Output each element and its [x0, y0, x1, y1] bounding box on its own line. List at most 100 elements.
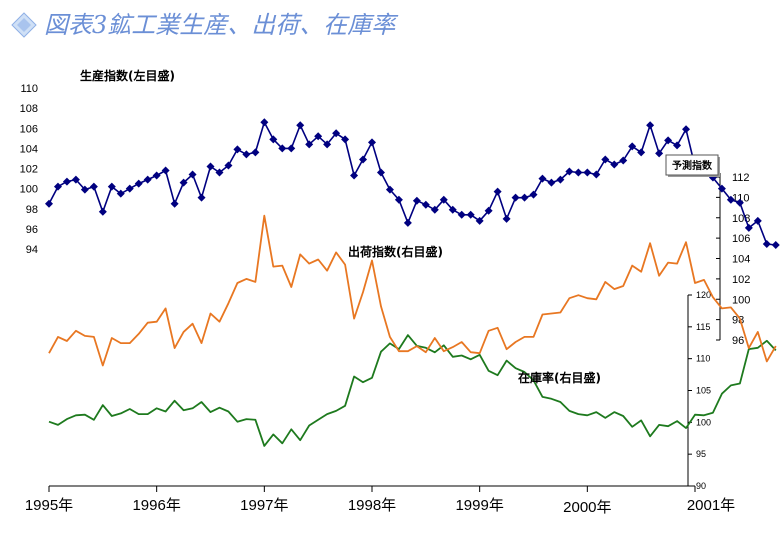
- production-point: [682, 125, 691, 134]
- inventory-tick-label: 90: [696, 481, 706, 491]
- production-point: [448, 205, 457, 214]
- production-point: [125, 184, 134, 193]
- production-point: [547, 178, 556, 187]
- production-point: [143, 175, 152, 184]
- production-point: [224, 161, 233, 170]
- production-point: [152, 171, 161, 180]
- inventory-axis: 90 95 100 105 110 115 120: [687, 290, 711, 491]
- diamond-bullet-icon: [11, 12, 37, 38]
- production-point: [188, 170, 197, 179]
- production-point: [305, 140, 314, 149]
- production-point: [421, 200, 430, 209]
- production-point: [457, 210, 466, 219]
- inventory-tick-label: 120: [696, 290, 711, 300]
- production-point: [296, 121, 305, 130]
- production-point: [520, 193, 529, 202]
- production-point: [511, 193, 520, 202]
- production-tick-label: 108: [20, 103, 38, 115]
- production-point: [556, 175, 565, 184]
- inventory-tick-label: 105: [696, 386, 711, 396]
- x-tick-label: 2001年: [687, 497, 735, 514]
- production-point: [403, 218, 412, 227]
- production-point: [287, 144, 296, 153]
- production-point: [430, 205, 439, 214]
- production-markers: [45, 118, 780, 249]
- production-point: [412, 196, 421, 205]
- production-point: [314, 132, 323, 141]
- production-tick-label: 100: [20, 184, 38, 196]
- production-point: [376, 168, 385, 177]
- production-tick-label: 94: [26, 244, 38, 256]
- shipments-series-label: 出荷指数(右目盛): [348, 244, 443, 259]
- production-point: [735, 198, 744, 207]
- production-point: [610, 160, 619, 169]
- production-point: [251, 148, 260, 157]
- x-tick-label: 1996年: [132, 497, 180, 514]
- inventory-tick-label: 95: [696, 449, 706, 459]
- production-point: [269, 135, 278, 144]
- production-tick-label: 106: [20, 123, 38, 135]
- shipments-tick-label: 100: [732, 294, 750, 306]
- production-point: [753, 216, 762, 225]
- production-tick-label: 96: [26, 224, 38, 236]
- production-series-line: [48, 121, 776, 246]
- shipments-tick-label: 104: [732, 254, 750, 266]
- inventory-tick-label: 110: [696, 354, 710, 364]
- production-point: [278, 144, 287, 153]
- production-point: [439, 195, 448, 204]
- x-tick-label: 2000年: [563, 499, 611, 516]
- production-axis: 94 96 98 100 102 104 106 108 110: [20, 83, 38, 256]
- inventory-series-line: [48, 334, 777, 447]
- production-point: [538, 174, 547, 183]
- production-point: [771, 240, 780, 249]
- production-point: [179, 178, 188, 187]
- inventory-tick-label: 115: [696, 322, 710, 332]
- production-point: [62, 177, 71, 186]
- production-point: [601, 155, 610, 164]
- production-point: [619, 156, 628, 165]
- production-point: [726, 195, 735, 204]
- production-point: [493, 187, 502, 196]
- production-point: [673, 141, 682, 150]
- chart-title: 図表3鉱工業生産、出荷、在庫率: [11, 11, 399, 39]
- production-tick-label: 110: [20, 83, 38, 95]
- series-labels: 生産指数(左目盛) 出荷指数(右目盛) 在庫率(右目盛): [80, 68, 601, 385]
- production-point: [744, 223, 753, 232]
- x-tick-label: 1998年: [348, 497, 396, 514]
- production-point: [565, 167, 574, 176]
- production-tick-label: 102: [20, 164, 38, 176]
- production-point: [628, 142, 637, 151]
- production-point: [170, 199, 179, 208]
- production-point: [592, 170, 601, 179]
- x-tick-label: 1995年: [25, 497, 73, 514]
- production-tick-label: 98: [26, 204, 38, 216]
- production-point: [529, 190, 538, 199]
- forecast-group: 予測指数: [665, 154, 720, 177]
- production-point: [646, 121, 655, 130]
- production-point: [350, 171, 359, 180]
- production-point: [107, 182, 116, 191]
- production-point: [197, 193, 206, 202]
- shipments-tick-label: 108: [732, 213, 750, 225]
- production-point: [323, 140, 332, 149]
- production-point: [332, 129, 341, 138]
- production-point: [53, 182, 62, 191]
- inventory-tick-label: 100: [696, 417, 711, 427]
- production-point: [664, 136, 673, 145]
- chart-title-text: 図表3鉱工業生産、出荷、在庫率: [44, 11, 399, 39]
- shipments-tick-label: 112: [732, 172, 750, 184]
- production-point: [98, 207, 107, 216]
- production-point: [574, 168, 583, 177]
- production-point: [475, 216, 484, 225]
- x-tick-label: 1999年: [455, 497, 503, 514]
- production-point: [655, 149, 664, 158]
- production-point: [80, 185, 89, 194]
- production-point: [260, 118, 269, 127]
- production-point: [717, 184, 726, 193]
- x-axis: 1995年 1996年 1997年 1998年 1999年 2000年 2001年: [25, 485, 735, 516]
- production-point: [637, 148, 646, 157]
- x-tick-label: 1997年: [240, 497, 288, 514]
- production-point: [116, 189, 125, 198]
- production-point: [89, 182, 98, 191]
